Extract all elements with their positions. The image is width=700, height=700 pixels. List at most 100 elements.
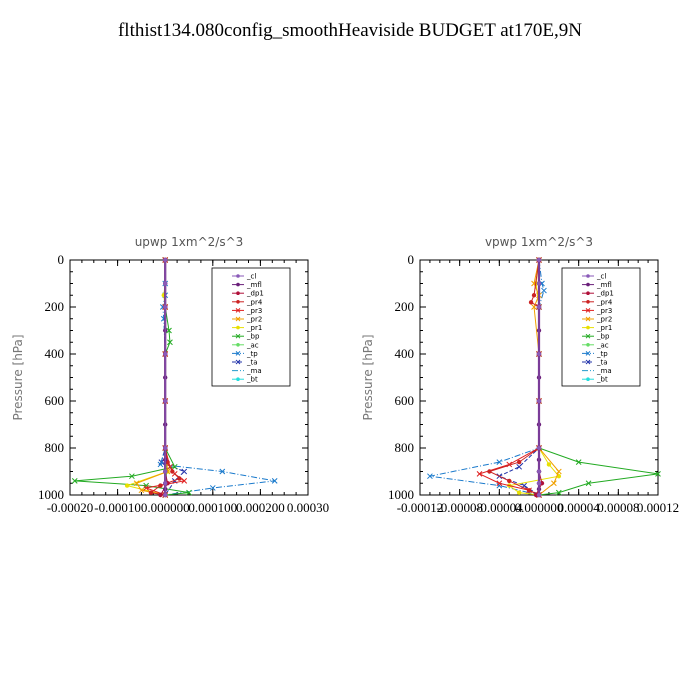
series-cl [536,257,542,498]
legend-entry: _bp [232,333,260,341]
chart-title: vpwp 1xm^2/s^3 [485,235,593,249]
data-point [536,281,542,286]
data-point [166,327,172,334]
legend-marker [236,291,240,296]
legend-marker [586,291,590,296]
legend-box [561,267,641,387]
data-point [531,293,537,298]
legend-entry: _pr4 [582,298,613,306]
legend-label: _cl [596,273,606,281]
legend-entry: _dp1 [582,290,614,298]
y-tick-label: 0 [58,252,65,267]
data-point [516,463,523,470]
data-point [158,492,163,498]
y-tick-label: 600 [45,393,65,408]
legend-marker [235,333,241,339]
data-point [163,469,168,474]
legend-entry: _ac [232,341,259,349]
x-tick-label: -0.00012 [397,500,444,515]
legend-label: _ac [596,341,609,349]
data-point [163,257,168,263]
data-point [476,470,483,477]
legend-label: _pr3 [246,307,262,315]
x-tick-label: 0.000000 [515,500,564,515]
data-point [177,476,182,481]
legend-entry: _ma [582,367,612,375]
legend-marker [235,308,241,313]
data-point [546,462,552,467]
y-tick-label: 200 [395,299,415,314]
data-point [536,445,542,451]
data-point [143,485,150,491]
legend-label: _pr2 [596,316,612,324]
data-point [528,300,534,305]
data-point [551,480,557,487]
legend-marker [236,274,240,278]
legend-label: _ta [246,359,258,367]
legend-marker [585,333,591,339]
data-point [170,469,175,474]
data-point [516,490,522,495]
x-tick-label: 0.000000 [141,500,190,515]
x-tick-label: -0.00020 [47,500,94,515]
series-pr3 [476,257,542,498]
data-point [655,470,661,477]
x-tick-label: -0.00008 [436,500,483,515]
legend-entry: _pr3 [232,307,262,315]
legend-marker [585,359,591,365]
y-tick-label: 200 [45,299,65,314]
legend-entry: _bt [232,376,258,384]
legend-marker [236,377,240,382]
legend: _cl_mfl_dp1_pr4_pr3_pr2_pr1_bp_ac_tp_ta_… [211,267,291,387]
data-point [163,281,168,286]
legend-entry: _ac [582,341,609,349]
x-tick-label: 0.000100 [188,500,237,515]
data-point [158,483,163,488]
legend-label: _mfl [596,281,612,289]
legend-marker [235,359,241,365]
legend-marker [586,300,590,304]
data-point [133,480,140,487]
legend-marker [235,316,241,322]
legend-label: _pr4 [596,298,613,306]
x-tick-label: -0.00004 [476,500,523,515]
data-point [71,478,78,484]
legend-marker [235,351,241,356]
data-point [536,481,542,486]
legend-entry: _pr1 [232,324,262,332]
legend-label: _ma [596,367,612,375]
data-point [181,478,188,484]
legend-box [211,267,291,387]
data-point [163,398,168,404]
legend-marker [236,343,240,347]
legend-marker [586,274,590,278]
legend-entry: _pr2 [582,316,612,324]
series-cl [163,257,168,498]
legend-label: _mfl [246,281,262,289]
x-tick-label: 0.000200 [236,500,285,515]
data-point [138,487,145,494]
legend-marker [586,343,590,347]
data-point [575,459,582,465]
legend-entry: _tp [232,350,258,358]
legend-marker [586,377,590,382]
data-point [555,468,562,475]
data-point [163,351,168,357]
data-point [271,478,278,484]
legend-marker [586,282,590,287]
legend-entry: _bp [582,333,610,341]
legend-label: _pr1 [246,324,262,332]
legend-entry: _cl [582,273,606,281]
data-point [555,489,562,496]
legend-label: _bp [246,333,260,341]
y-tick-label: 600 [395,393,415,408]
legend-marker [236,300,240,304]
legend: _cl_mfl_dp1_pr4_pr3_pr2_pr1_bp_ac_tp_ta_… [561,267,641,387]
data-point [585,480,592,487]
legend-entry: _mfl [582,281,612,289]
data-point [181,468,188,475]
data-point [487,469,492,474]
data-point [541,287,547,294]
